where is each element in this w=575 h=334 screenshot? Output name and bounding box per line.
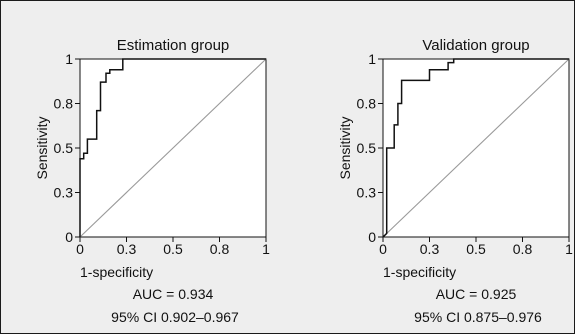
y-tick-label: 0.3 [357,185,377,201]
y-tick-label: 0.5 [54,140,74,156]
ci-text: 95% CI 0.902–0.967 [111,309,239,325]
y-tick-label: 0.5 [357,140,377,156]
x-axis-label: 1-specificity [80,264,153,280]
y-tick-label: 0.3 [54,185,74,201]
x-tick-label: 1 [262,241,270,257]
panel-title: Validation group [422,37,529,54]
y-tick-label: 1 [368,51,376,67]
x-tick-label: 0.5 [466,241,486,257]
ci-text: 95% CI 0.875–0.976 [414,309,542,325]
y-tick-label: 0.8 [357,96,377,112]
roc-curve-line [79,58,266,237]
estimation-roc-panel: Estimation group 0 0.3 0.5 0.8 100.30.50.81 … [34,37,270,325]
y-axis-label: Sensitivity [34,116,50,179]
x-tick-label: 0.5 [163,241,183,257]
y-tick-label: 0 [65,229,73,245]
x-tick-label: 0.3 [117,241,137,257]
y-tick-label: 0 [368,229,376,245]
y-tick-label: 0.8 [54,96,74,112]
reference-diagonal-line [79,58,267,238]
panel-title: Estimation group [117,37,230,54]
x-axis-label: 1-specificity [383,264,456,280]
x-tick-label: 1 [565,241,573,257]
x-tick-label: 0 [379,241,387,257]
y-tick-label: 1 [65,51,73,67]
x-tick-label: 0.8 [210,241,230,257]
auc-text: AUC = 0.934 [133,286,214,302]
auc-text: AUC = 0.925 [436,286,517,302]
y-axis-label: Sensitivity [337,116,353,179]
x-tick-label: 0.8 [513,241,533,257]
x-tick-label: 0.3 [420,241,440,257]
validation-roc-panel: Validation group 0 0.3 0.5 0.8 100.30.50.81 … [337,37,573,325]
x-tick-label: 0 [76,241,84,257]
roc-curve-line [382,58,569,238]
reference-diagonal-line [382,58,570,238]
